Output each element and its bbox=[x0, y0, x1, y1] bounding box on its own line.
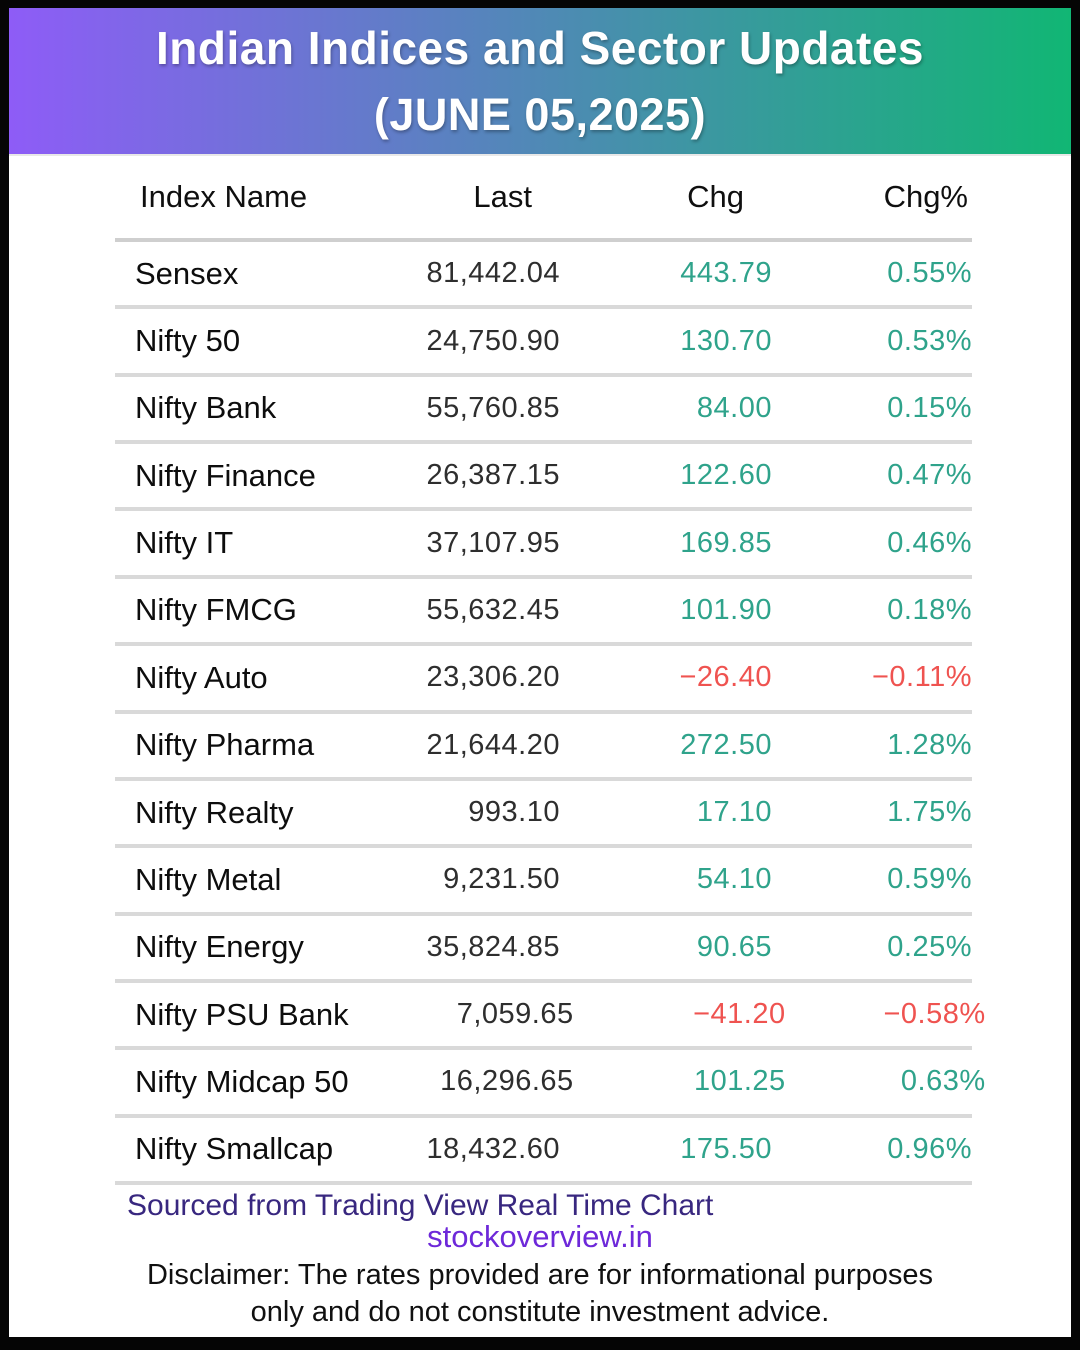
indices-table: Index Name Last Chg Chg% Sensex 81,442.0… bbox=[9, 156, 1071, 1186]
last-value-cell: 55,760.85 bbox=[426, 391, 560, 424]
index-name-cell: Nifty Pharma bbox=[135, 727, 315, 763]
last-value-cell: 26,387.15 bbox=[426, 459, 560, 492]
change-pct-cell: −0.11% bbox=[871, 661, 972, 694]
page-subtitle-date: (JUNE 05,2025) bbox=[373, 89, 707, 140]
table-row: Nifty Realty 993.10 17.10 1.75% bbox=[115, 781, 972, 849]
index-name-cell: Nifty Smallcap bbox=[135, 1131, 334, 1167]
disclaimer-line-2: only and do not constitute investment ad… bbox=[250, 1296, 830, 1328]
change-cell: −26.40 bbox=[679, 661, 772, 694]
index-name-cell: Nifty PSU Bank bbox=[135, 996, 349, 1032]
table-row: Nifty Finance 26,387.15 122.60 0.47% bbox=[115, 444, 972, 512]
index-name-cell: Nifty IT bbox=[135, 525, 234, 561]
table-row: Nifty Pharma 21,644.20 272.50 1.28% bbox=[115, 714, 972, 781]
last-value-cell: 81,442.04 bbox=[426, 257, 560, 290]
table-row: Nifty Auto 23,306.20 −26.40 −0.11% bbox=[115, 646, 972, 714]
index-name-cell: Nifty Metal bbox=[135, 861, 282, 897]
change-pct-cell: 0.53% bbox=[887, 324, 972, 357]
change-cell: 169.85 bbox=[680, 526, 772, 559]
index-name-cell: Sensex bbox=[135, 255, 239, 291]
footer: Sourced from Trading View Real Time Char… bbox=[9, 1185, 1071, 1337]
last-value-cell: 23,306.20 bbox=[426, 661, 560, 694]
table-header-row: Index Name Last Chg Chg% bbox=[115, 156, 972, 242]
table-rows: Sensex 81,442.04 443.79 0.55% Nifty 50 2… bbox=[115, 242, 985, 1186]
title-banner: Indian Indices and Sector Updates (JUNE … bbox=[9, 8, 1071, 156]
last-value-cell: 9,231.50 bbox=[443, 863, 560, 896]
change-pct-cell: 0.47% bbox=[887, 459, 972, 492]
table-row: Nifty Bank 55,760.85 84.00 0.15% bbox=[115, 377, 972, 445]
site-name: stockoverview.in bbox=[427, 1219, 653, 1254]
change-cell: 272.50 bbox=[680, 728, 772, 761]
table-row: Nifty Energy 35,824.85 90.65 0.25% bbox=[115, 916, 972, 983]
table-row: Nifty 50 24,750.90 130.70 0.53% bbox=[115, 309, 972, 377]
last-value-cell: 18,432.60 bbox=[426, 1132, 560, 1165]
change-cell: 90.65 bbox=[696, 930, 772, 963]
last-value-cell: 7,059.65 bbox=[456, 998, 574, 1031]
column-header-index-name: Index Name bbox=[140, 179, 308, 214]
source-attribution: Sourced from Trading View Real Time Char… bbox=[127, 1189, 714, 1222]
change-pct-cell: 0.63% bbox=[900, 1065, 986, 1098]
change-pct-cell: 1.28% bbox=[887, 728, 972, 761]
last-value-cell: 35,824.85 bbox=[426, 930, 560, 963]
table-row: Sensex 81,442.04 443.79 0.55% bbox=[115, 242, 972, 310]
change-cell: 175.50 bbox=[680, 1132, 772, 1165]
last-value-cell: 993.10 bbox=[468, 796, 560, 829]
disclaimer-line-1: Disclaimer: The rates provided are for i… bbox=[146, 1259, 934, 1291]
index-name-cell: Nifty Auto bbox=[135, 659, 268, 695]
index-name-cell: Nifty Realty bbox=[135, 794, 294, 830]
change-pct-cell: 0.15% bbox=[887, 391, 972, 424]
disclaimer: Disclaimer: The rates provided are for i… bbox=[9, 1257, 1071, 1331]
table-row: Nifty IT 37,107.95 169.85 0.46% bbox=[115, 511, 972, 579]
change-cell: 101.25 bbox=[693, 1065, 786, 1098]
index-name-cell: Nifty Finance bbox=[135, 457, 316, 493]
table-row: Nifty Metal 9,231.50 54.10 0.59% bbox=[115, 848, 972, 916]
last-value-cell: 16,296.65 bbox=[440, 1065, 574, 1098]
change-pct-cell: −0.58% bbox=[883, 998, 986, 1031]
change-pct-cell: 0.96% bbox=[887, 1132, 972, 1165]
change-cell: 122.60 bbox=[680, 459, 772, 492]
column-header-chg-pct: Chg% bbox=[883, 179, 968, 214]
last-value-cell: 37,107.95 bbox=[426, 526, 560, 559]
change-pct-cell: 1.75% bbox=[887, 796, 972, 829]
change-pct-cell: 0.59% bbox=[887, 863, 972, 896]
page-title: Indian Indices and Sector Updates bbox=[156, 22, 924, 74]
change-cell: 130.70 bbox=[680, 324, 772, 357]
change-pct-cell: 0.25% bbox=[887, 930, 972, 963]
change-pct-cell: 0.46% bbox=[887, 526, 972, 559]
change-cell: 101.90 bbox=[680, 593, 772, 626]
change-cell: 443.79 bbox=[680, 257, 772, 290]
column-header-chg: Chg bbox=[687, 179, 744, 214]
change-cell: −41.20 bbox=[693, 998, 786, 1031]
last-value-cell: 55,632.45 bbox=[426, 593, 560, 626]
index-name-cell: Nifty Bank bbox=[135, 390, 277, 426]
last-value-cell: 24,750.90 bbox=[426, 324, 560, 357]
table-row: Nifty FMCG 55,632.45 101.90 0.18% bbox=[115, 579, 972, 647]
change-pct-cell: 0.18% bbox=[887, 593, 972, 626]
index-name-cell: Nifty Energy bbox=[135, 929, 304, 965]
change-cell: 17.10 bbox=[696, 796, 772, 829]
table-row: Nifty Smallcap 18,432.60 175.50 0.96% bbox=[115, 1118, 972, 1186]
change-cell: 54.10 bbox=[696, 863, 772, 896]
table-row: Nifty Midcap 50 16,296.65 101.25 0.63% bbox=[115, 1050, 985, 1118]
change-pct-cell: 0.55% bbox=[887, 257, 972, 290]
index-name-cell: Nifty Midcap 50 bbox=[135, 1063, 349, 1099]
change-cell: 84.00 bbox=[696, 391, 772, 424]
table-row: Nifty PSU Bank 7,059.65 −41.20 −0.58% bbox=[115, 983, 985, 1051]
index-name-cell: Nifty 50 bbox=[135, 323, 241, 359]
last-value-cell: 21,644.20 bbox=[426, 728, 560, 761]
column-header-last: Last bbox=[473, 179, 532, 214]
index-name-cell: Nifty FMCG bbox=[135, 592, 297, 628]
